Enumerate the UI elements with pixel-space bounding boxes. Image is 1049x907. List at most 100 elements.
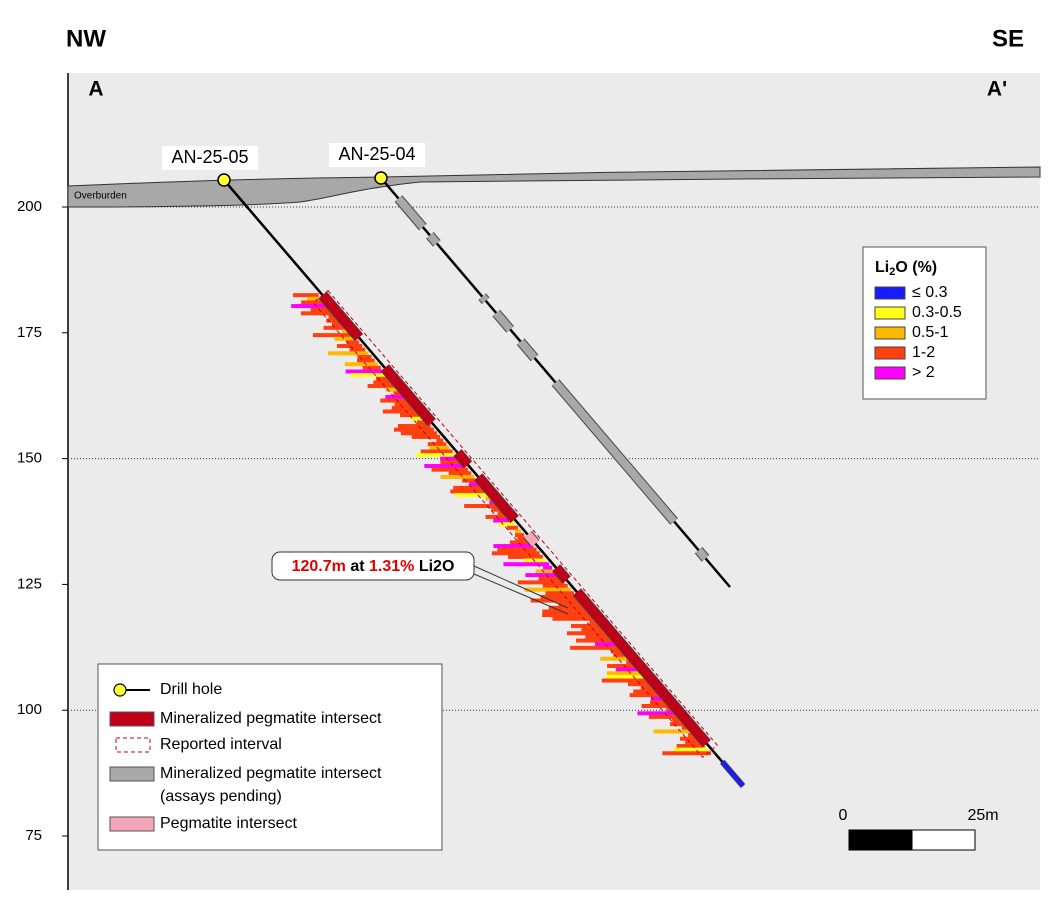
- assay-bar: [575, 638, 615, 643]
- assay-bar: [535, 569, 556, 574]
- assay-bar: [517, 536, 528, 541]
- assay-bar: [411, 434, 441, 439]
- assay-bar: [393, 391, 403, 396]
- assay-bar: [462, 478, 478, 483]
- assay-bar: [530, 598, 581, 603]
- assay-bar: [367, 384, 397, 389]
- assay-bar: [570, 645, 621, 650]
- assay-bar: [394, 402, 413, 407]
- drill-holes: AN-25-05 AN-25-04: [162, 143, 746, 788]
- assay-bar: [629, 693, 662, 698]
- scale-bar: 0 25m: [839, 807, 999, 851]
- assay-bar: [427, 442, 447, 447]
- assay-bar: [454, 493, 490, 498]
- assay-bar: [670, 722, 687, 727]
- assay-bar: [497, 547, 537, 552]
- assay-bar: [523, 558, 546, 563]
- assay-bar: [648, 714, 680, 719]
- hole-label-bg: [329, 143, 425, 167]
- assay-bar: [410, 416, 425, 421]
- assay-bar: [606, 671, 643, 676]
- assay-bar: [498, 522, 515, 527]
- intersect: [552, 564, 570, 583]
- annotation-part: 120.7m: [292, 558, 346, 575]
- assay-bar: [493, 518, 512, 523]
- assay-bar: [489, 500, 497, 505]
- section-end: A': [987, 78, 1007, 101]
- assay-bar: [424, 464, 465, 469]
- intersect: [479, 294, 489, 304]
- assay-bar: [328, 314, 338, 319]
- assay-bar: [542, 584, 568, 589]
- grade-swatch: [874, 366, 906, 380]
- assay-bar: [382, 409, 419, 414]
- assay-bar: [542, 609, 590, 614]
- y-tick-label: 100: [17, 701, 42, 718]
- direction-right: SE: [992, 25, 1024, 52]
- intersect: [524, 531, 539, 547]
- assay-bar: [469, 482, 481, 487]
- assay-bar: [436, 438, 444, 443]
- annotation-part: 1.31%: [369, 558, 414, 575]
- assay-bar: [341, 329, 350, 334]
- assay-bar: [344, 362, 378, 367]
- assay-bar: [491, 551, 540, 556]
- overburden-label: Overburden: [74, 191, 127, 202]
- assay-bar: [606, 674, 646, 679]
- assay-bar: [493, 544, 534, 549]
- assay-bar: [431, 467, 469, 472]
- assay-bar: [301, 300, 325, 305]
- assay-bar: [485, 496, 493, 501]
- assay-bar: [440, 474, 475, 479]
- intersect: [426, 232, 440, 247]
- intersect: [493, 310, 514, 332]
- reported-interval: [312, 289, 718, 759]
- assay-bar: [514, 529, 522, 534]
- assay-bar: [552, 616, 596, 621]
- legend-label: (assays pending): [160, 788, 282, 805]
- assay-bar: [666, 707, 674, 712]
- legend-swatch: [115, 737, 151, 753]
- intersect: [474, 474, 519, 523]
- assay-bar: [429, 445, 450, 450]
- assay-bar: [679, 736, 699, 741]
- assay-bar: [345, 369, 385, 374]
- y-tick-label: 200: [17, 198, 42, 215]
- assay-bar: [450, 489, 487, 494]
- scale-end: 25m: [967, 807, 998, 824]
- leader: [473, 573, 569, 615]
- assay-bar: [637, 711, 677, 716]
- assay-bar: [416, 453, 456, 458]
- hole-label: AN-25-04: [338, 144, 415, 164]
- assay-bar: [357, 358, 375, 363]
- assay-bar: [440, 460, 462, 465]
- assay-bar: [350, 373, 388, 378]
- assay-bar: [525, 573, 559, 578]
- leader: [473, 565, 569, 609]
- grade-swatch: [874, 286, 906, 300]
- assay-bar: [334, 336, 356, 341]
- legend-collar: [113, 683, 127, 697]
- assay-bar: [393, 427, 434, 432]
- intersect: [454, 449, 472, 468]
- assay-bar: [628, 682, 652, 687]
- assay-bar: [380, 398, 409, 403]
- assay-bar: [453, 485, 484, 490]
- assay-bar: [567, 631, 609, 636]
- assay-bar: [326, 318, 341, 323]
- assay-bar: [589, 620, 599, 625]
- assay-bar: [543, 565, 553, 570]
- assay-bar: [538, 576, 562, 581]
- intersect: [552, 379, 678, 525]
- assay-bar: [613, 653, 627, 658]
- legend-box: [97, 663, 443, 851]
- assay-bar: [323, 325, 347, 330]
- assay-bar: [508, 554, 543, 559]
- title-sub: 2: [889, 266, 895, 278]
- assay-bar: [300, 311, 335, 316]
- legend-label: Mineralized pegmatite intersect: [160, 765, 382, 782]
- assay-bar: [515, 533, 525, 538]
- grade-legend: ≤ 0.3 0.3-0.5 0.5-1 1-2 > 2: [874, 284, 962, 381]
- intersect: [720, 760, 745, 788]
- assay-bar: [491, 507, 503, 512]
